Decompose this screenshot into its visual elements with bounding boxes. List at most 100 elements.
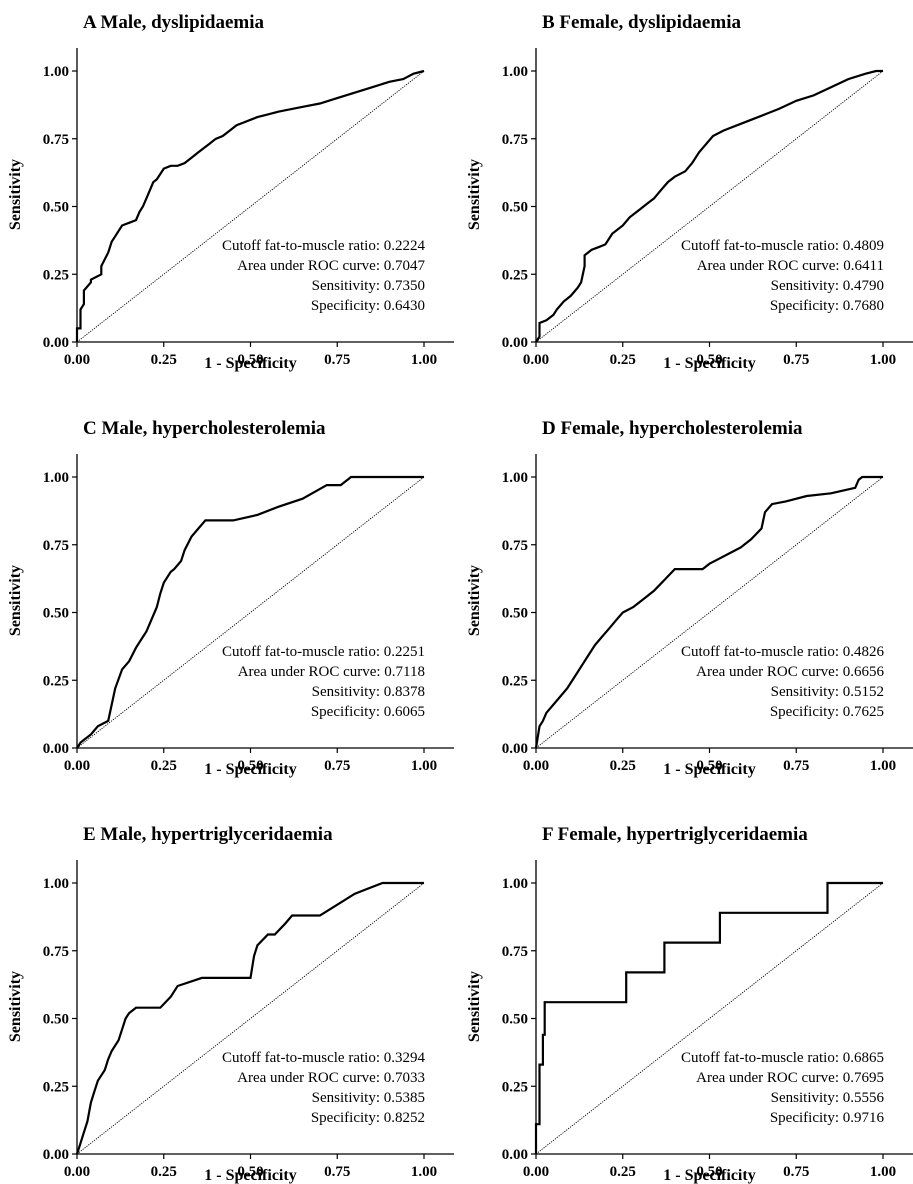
x-tick-label: 1.00	[870, 1164, 896, 1180]
y-tick-label: 0.50	[43, 200, 69, 216]
y-tick-label: 0.50	[502, 1012, 528, 1028]
roc-curve	[535, 69, 883, 343]
y-axis-label: Sensitivity	[466, 565, 483, 636]
annotation-text: Cutoff fat-to-muscle ratio: 0.6865	[681, 1050, 884, 1066]
x-tick-label: 0.00	[523, 758, 549, 774]
x-tick-label: 0.50	[237, 352, 263, 368]
x-axis-label: 1 - Specificity	[204, 761, 296, 778]
roc-panel-1: B Female, dyslipidaemia 0.000.00 0.25 0.25 0…	[466, 12, 913, 372]
annotation-text: Specificity: 0.7680	[770, 298, 884, 314]
annotation-text: Specificity: 0.9716	[770, 1110, 885, 1126]
y-tick-label: 0.00	[502, 335, 528, 351]
x-tick-label: 1.00	[411, 758, 437, 774]
y-tick-label: 0.75	[43, 944, 69, 960]
annotation-text: Specificity: 0.6065	[311, 704, 425, 720]
annotation-text: Cutoff fat-to-muscle ratio: 0.2251	[222, 644, 425, 660]
x-tick-label: 0.75	[783, 758, 809, 774]
x-tick-label: 0.75	[783, 352, 809, 368]
x-axis-label: 1 - Specificity	[204, 1167, 296, 1184]
annotation-text: Area under ROC curve: 0.7118	[238, 664, 425, 680]
panel-title: F Female, hypertriglyceridaemia	[542, 824, 808, 845]
panel-title: C Male, hypercholesterolemia	[83, 418, 326, 439]
y-axis-label: Sensitivity	[466, 971, 483, 1042]
roc-panel-0: A Male, dyslipidaemia 0.000.00 0.25 0.25 0.5…	[7, 12, 454, 372]
y-tick-label: 0.25	[43, 1079, 69, 1095]
annotation-text: Area under ROC curve: 0.7695	[696, 1070, 884, 1086]
x-tick-label: 0.50	[696, 352, 722, 368]
roc-panel-2: C Male, hypercholesterolemia 0.000.00 0.25…	[7, 418, 454, 778]
y-tick-label: 0.00	[502, 1147, 528, 1163]
annotation-text: Cutoff fat-to-muscle ratio: 0.4809	[681, 238, 884, 254]
panel-title: E Male, hypertriglyceridaemia	[83, 824, 333, 845]
y-tick-label: 1.00	[502, 470, 528, 486]
x-axis-label: 1 - Specificity	[663, 355, 755, 372]
x-tick-label: 0.00	[64, 758, 90, 774]
y-tick-label: 0.25	[502, 267, 528, 283]
y-tick-label: 1.00	[502, 64, 528, 80]
annotation-text: Area under ROC curve: 0.7047	[237, 258, 425, 274]
panel-title: D Female, hypercholesterolemia	[542, 418, 803, 439]
y-tick-label: 1.00	[43, 64, 69, 80]
x-axis-label: 1 - Specificity	[663, 1167, 755, 1184]
annotation-text: Cutoff fat-to-muscle ratio: 0.4826	[681, 644, 885, 660]
annotation-text: Sensitivity: 0.5385	[312, 1090, 425, 1106]
annotation-text: Area under ROC curve: 0.6656	[696, 664, 884, 680]
roc-panel-3: D Female, hypercholesterolemia 0.000.00 0.…	[466, 418, 913, 778]
y-axis-label: Sensitivity	[466, 159, 483, 230]
y-tick-label: 0.25	[43, 673, 69, 689]
x-tick-label: 0.25	[151, 352, 177, 368]
x-tick-label: 0.50	[696, 1164, 722, 1180]
x-axis-label: 1 - Specificity	[663, 761, 755, 778]
x-tick-label: 0.50	[237, 758, 263, 774]
y-axis-label: Sensitivity	[7, 565, 24, 636]
y-tick-label: 0.75	[43, 538, 69, 554]
annotation-text: Cutoff fat-to-muscle ratio: 0.3294	[222, 1050, 426, 1066]
x-tick-label: 0.75	[324, 352, 350, 368]
roc-curve	[534, 881, 883, 1154]
panel-title: A Male, dyslipidaemia	[83, 12, 265, 33]
x-tick-label: 0.00	[523, 1164, 549, 1180]
annotation-text: Area under ROC curve: 0.7033	[237, 1070, 425, 1086]
x-tick-label: 1.00	[870, 758, 896, 774]
annotation-text: Area under ROC curve: 0.6411	[697, 258, 884, 274]
y-tick-label: 0.00	[43, 1147, 69, 1163]
x-tick-label: 0.75	[324, 1164, 350, 1180]
y-tick-label: 0.75	[502, 132, 528, 148]
y-tick-label: 0.00	[43, 335, 69, 351]
annotation-text: Specificity: 0.6430	[311, 298, 425, 314]
roc-panel-4: E Male, hypertriglyceridaemia 0.000.00 0.2…	[7, 824, 454, 1184]
y-tick-label: 0.25	[502, 1079, 528, 1095]
roc-panel-5: F Female, hypertriglyceridaemia 0.000.00 0…	[466, 824, 913, 1184]
y-tick-label: 1.00	[43, 876, 69, 892]
annotation-text: Sensitivity: 0.5152	[771, 684, 884, 700]
x-tick-label: 0.75	[324, 758, 350, 774]
roc-curve	[76, 475, 424, 749]
y-tick-label: 0.75	[502, 538, 528, 554]
y-tick-label: 1.00	[43, 470, 69, 486]
annotation-text: Sensitivity: 0.8378	[312, 684, 425, 700]
x-tick-label: 0.00	[64, 352, 90, 368]
y-axis-label: Sensitivity	[7, 971, 24, 1042]
x-tick-label: 0.50	[237, 1164, 263, 1180]
x-tick-label: 0.25	[610, 1164, 636, 1180]
annotation-text: Sensitivity: 0.7350	[312, 278, 425, 294]
annotation-text: Cutoff fat-to-muscle ratio: 0.2224	[222, 238, 426, 254]
y-tick-label: 0.75	[502, 944, 528, 960]
y-axis-label: Sensitivity	[7, 159, 24, 230]
x-tick-label: 0.75	[783, 1164, 809, 1180]
y-tick-label: 0.75	[43, 132, 69, 148]
x-axis-label: 1 - Specificity	[204, 355, 296, 372]
x-tick-label: 0.25	[151, 758, 177, 774]
roc-curve	[534, 475, 883, 749]
annotation-text: Specificity: 0.7625	[770, 704, 884, 720]
annotation-text: Sensitivity: 0.5556	[771, 1090, 885, 1106]
y-tick-label: 0.50	[502, 606, 528, 622]
roc-curve	[75, 881, 424, 1155]
y-tick-label: 0.50	[43, 1012, 69, 1028]
x-tick-label: 0.50	[696, 758, 722, 774]
y-tick-label: 1.00	[502, 876, 528, 892]
y-tick-label: 0.50	[502, 200, 528, 216]
x-tick-label: 1.00	[411, 1164, 437, 1180]
